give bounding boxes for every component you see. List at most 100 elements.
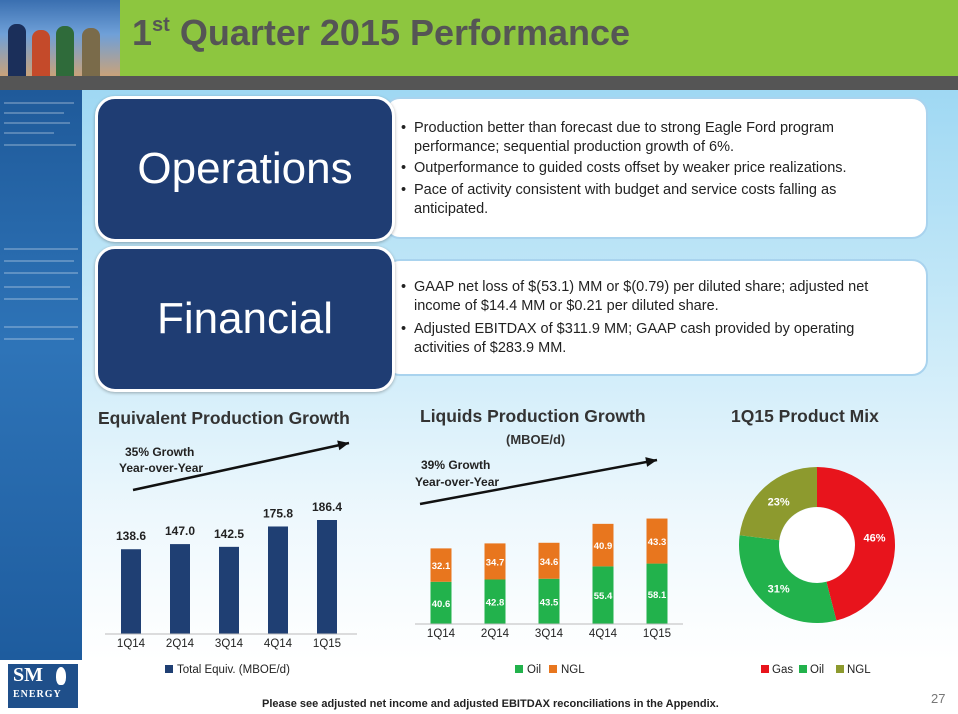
- bar-value-label: 175.8: [263, 506, 293, 520]
- legend-label: NGL: [561, 664, 585, 676]
- oil-value-label: 58.1: [648, 590, 667, 601]
- header-divider: [0, 76, 958, 90]
- sm-energy-logo: SM ENERGY: [8, 664, 78, 708]
- product-mix-donut: 46% 31% 23% Gas Oil NGL: [739, 467, 895, 676]
- liquids-production-chart: 39% Growth Year-over-Year 40.6 32.1 42.8 34.…: [415, 457, 683, 676]
- legend-label: Total Equiv. (MBOE/d): [177, 664, 290, 676]
- bar-oil: [538, 578, 560, 624]
- left-decor-panel: [0, 90, 82, 660]
- header-bar: [0, 0, 958, 76]
- growth-annotation: 39% Growth: [421, 458, 490, 472]
- legend-swatch: [836, 665, 844, 673]
- growth-annotation: 35% Growth: [125, 445, 194, 459]
- logo-text-top: SM: [13, 664, 43, 686]
- slice-value-label: 46%: [864, 533, 886, 545]
- bar-oil: [430, 581, 452, 624]
- bar-ngl: [538, 542, 560, 579]
- legend-swatch: [515, 665, 523, 673]
- x-tick-label: 1Q15: [313, 638, 341, 650]
- operations-text-box: • Production better than forecast due to …: [384, 97, 928, 239]
- bar-oil: [484, 579, 506, 624]
- oil-value-label: 55.4: [594, 591, 613, 602]
- bar-value-label: 147.0: [165, 524, 195, 538]
- growth-arrow: [132, 441, 350, 492]
- x-tick-label: 3Q14: [215, 638, 244, 650]
- page-number: 27: [931, 691, 946, 706]
- ngl-value-label: 32.1: [432, 561, 451, 572]
- legend-label: Oil: [527, 664, 541, 676]
- bullet-dot-icon: •: [401, 120, 407, 136]
- legend-swatch: [799, 665, 807, 673]
- donut-slice: [739, 535, 837, 623]
- donut-slice: [817, 467, 895, 621]
- donut-slice: [739, 467, 817, 541]
- page-title: 1st Quarter 2015 Performance: [132, 12, 631, 53]
- equiv-production-chart: 35% Growth Year-over-Year 138.6 147.0 142.5…: [105, 440, 357, 676]
- bullet-dot-icon: •: [401, 182, 407, 198]
- logo-text-bottom: ENERGY: [13, 689, 62, 700]
- flame-icon: [56, 667, 66, 685]
- financial-label: Financial: [156, 294, 334, 343]
- x-tick-label: 1Q14: [117, 638, 146, 650]
- x-tick-label: 4Q14: [264, 638, 293, 650]
- operations-bullet: • Outperformance to guided costs offset b…: [401, 160, 847, 176]
- bar-ngl: [484, 543, 506, 580]
- operations-label-box: Operations: [95, 96, 395, 242]
- ngl-value-label: 34.7: [486, 557, 505, 568]
- oil-value-label: 43.5: [540, 597, 559, 608]
- oil-value-label: 42.8: [486, 598, 505, 609]
- growth-annotation: Year-over-Year: [415, 475, 499, 489]
- bar-value-label: 186.4: [312, 500, 342, 514]
- bar-ngl: [646, 518, 668, 564]
- growth-arrow-head: [337, 440, 349, 451]
- growth-arrow: [419, 458, 658, 506]
- legend-swatch: [549, 665, 557, 673]
- slice-value-label: 31%: [768, 584, 790, 596]
- operations-bullet: • Pace of activity consistent with budget…: [401, 182, 837, 217]
- chart1-title: Equivalent Production Growth: [98, 408, 350, 428]
- legend-swatch: [761, 665, 769, 673]
- chart2-subtitle: (MBOE/d): [506, 432, 566, 447]
- oil-value-label: 40.6: [432, 599, 451, 610]
- x-tick-label: 2Q14: [481, 628, 510, 640]
- x-tick-label: 2Q14: [166, 638, 195, 650]
- chart3-title: 1Q15 Product Mix: [731, 406, 879, 426]
- bullet-dot-icon: •: [401, 321, 407, 337]
- bar-value-label: 142.5: [214, 527, 244, 541]
- legend-swatch: [165, 665, 173, 673]
- operations-label: Operations: [137, 144, 353, 193]
- ngl-value-label: 34.6: [540, 557, 559, 568]
- ngl-value-label: 40.9: [594, 541, 613, 552]
- financial-text-box: • GAAP net loss of $(53.1) MM or $(0.79) …: [384, 259, 928, 376]
- ngl-value-label: 43.3: [648, 537, 667, 548]
- x-tick-label: 1Q14: [427, 628, 456, 640]
- slice-value-label: 23%: [768, 496, 790, 508]
- growth-annotation: Year-over-Year: [119, 461, 203, 475]
- bar-ngl: [592, 523, 614, 567]
- bullet-dot-icon: •: [401, 160, 407, 176]
- bullet-dot-icon: •: [401, 279, 407, 295]
- financial-label-box: Financial: [95, 246, 395, 392]
- bar: [219, 546, 239, 634]
- financial-bullet: • GAAP net loss of $(53.1) MM or $(0.79) …: [401, 279, 869, 314]
- legend-label: Oil: [810, 664, 824, 676]
- bar: [268, 526, 288, 634]
- x-tick-label: 4Q14: [589, 628, 618, 640]
- chart2-title: Liquids Production Growth: [420, 406, 646, 426]
- donut-hole: [779, 507, 855, 583]
- legend-label: NGL: [847, 664, 871, 676]
- x-tick-label: 1Q15: [643, 628, 671, 640]
- financial-bullet: • Adjusted EBITDAX of $311.9 MM; GAAP cas…: [401, 321, 855, 356]
- legend-label: Gas: [772, 664, 793, 676]
- bar: [170, 544, 190, 634]
- bar: [121, 549, 141, 634]
- bar-oil: [592, 566, 614, 624]
- bar-oil: [646, 563, 668, 624]
- x-tick-label: 3Q14: [535, 628, 564, 640]
- header-photo: [0, 0, 120, 76]
- growth-arrow-head: [645, 457, 657, 467]
- bar: [317, 520, 337, 634]
- footer-note: Please see adjusted net income and adjus…: [262, 698, 719, 710]
- bar-value-label: 138.6: [116, 529, 146, 543]
- operations-bullet: • Production better than forecast due to …: [401, 120, 834, 155]
